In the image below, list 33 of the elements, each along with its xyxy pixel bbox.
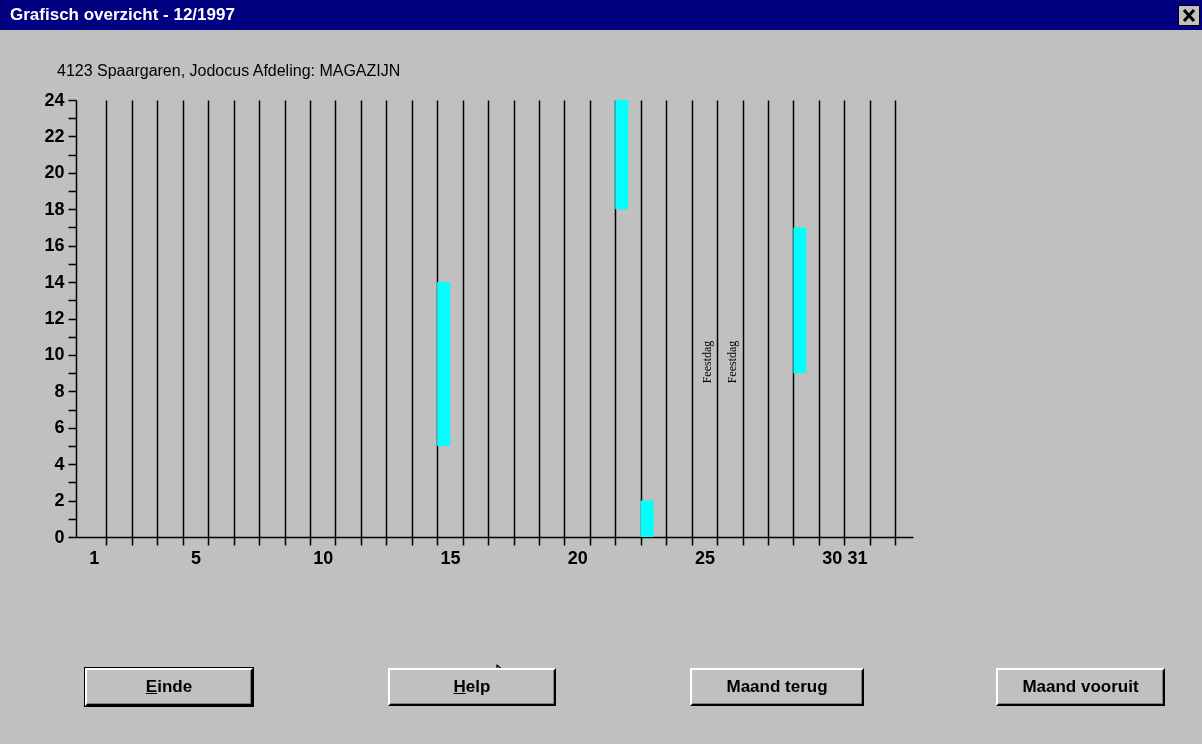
x-tick-label: 20 [567, 547, 588, 568]
y-tick-label: 18 [44, 198, 65, 219]
y-tick-label: 24 [44, 89, 65, 110]
y-tick-label: 20 [44, 162, 65, 183]
bar [640, 500, 654, 537]
text: Einde [145, 677, 193, 697]
text: Help [453, 677, 491, 697]
x-tick-label: 15 [440, 547, 461, 568]
x-tick-label: 5 [191, 547, 202, 568]
annotation: Feestdag [725, 340, 739, 384]
text: Maand terug [726, 677, 828, 697]
chart-subtitle: 4123 Spaargaren, Jodocus Afdeling: MAGAZIJN [57, 62, 401, 79]
y-tick-label: 2 [54, 490, 65, 511]
x-tick-label: 30 [822, 547, 843, 568]
y-tick-label: 10 [44, 344, 65, 365]
bar [437, 282, 451, 446]
text: Maand vooruit [1022, 677, 1139, 697]
annotation: Feestdag [700, 340, 714, 384]
y-tick-label: 8 [54, 380, 65, 401]
y-tick-label: 4 [54, 453, 65, 474]
y-tick-label: 14 [44, 271, 65, 292]
y-tick-label: 12 [44, 308, 65, 328]
y-tick-label: 6 [54, 417, 65, 438]
y-tick-label: 22 [44, 125, 65, 146]
y-tick-label: 16 [44, 235, 65, 256]
x-tick-label: 31 [847, 547, 868, 568]
bar [615, 100, 629, 210]
bar [793, 227, 807, 374]
x-tick-label: 25 [694, 547, 715, 568]
chart-title: Grafisch overzicht - 12/1997 [10, 5, 235, 24]
y-tick-label: 0 [54, 526, 65, 547]
x-tick-label: 1 [89, 547, 100, 568]
x-tick-label: 10 [313, 547, 334, 568]
